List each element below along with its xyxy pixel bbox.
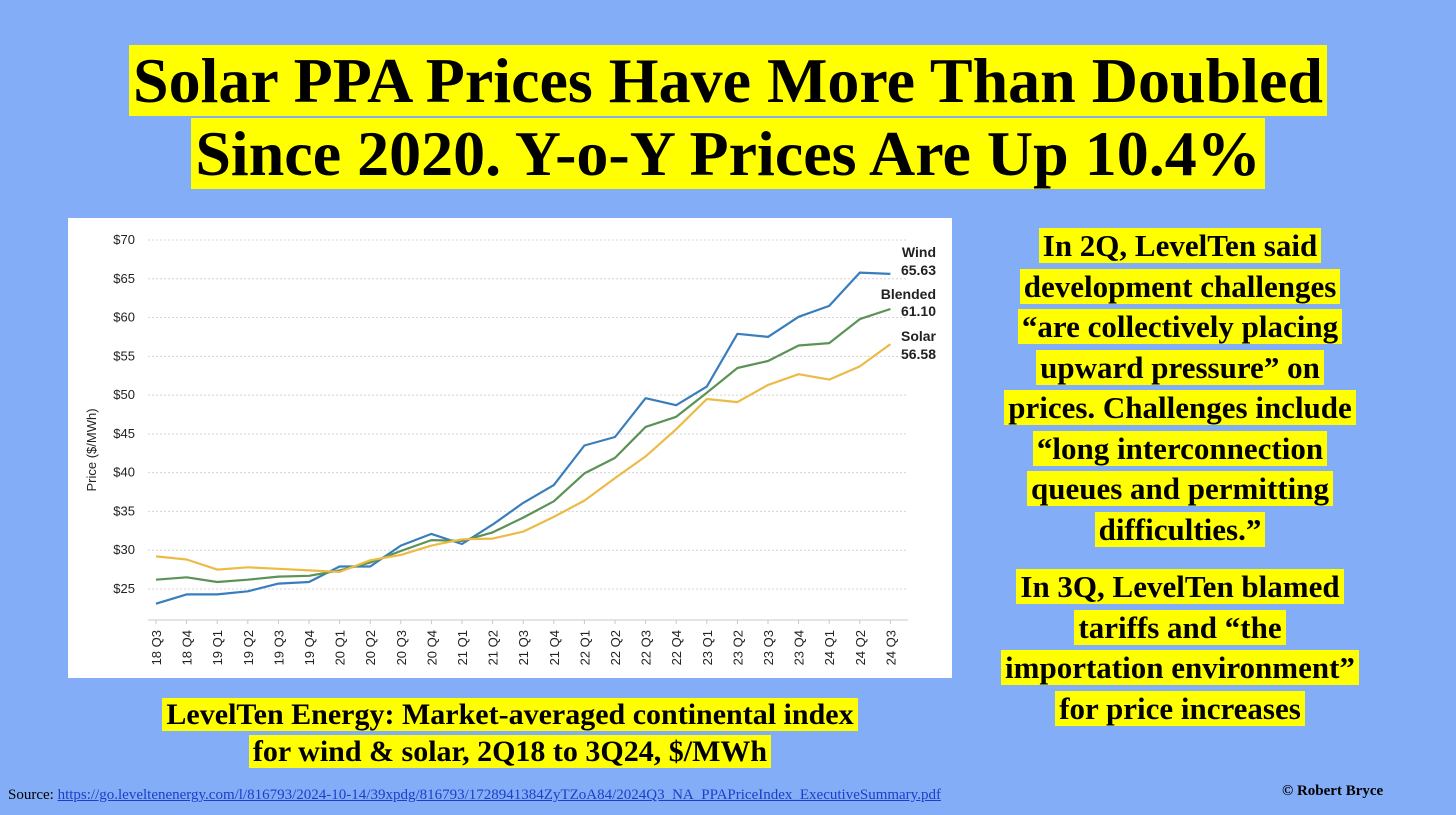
x-tick-label: 19 Q4 [302, 630, 317, 665]
title-line-1: Solar PPA Prices Have More Than Doubled [129, 45, 1327, 116]
x-tick-label: 24 Q1 [822, 630, 837, 665]
y-tick-label: $35 [113, 503, 135, 518]
commentary-paragraph-3q: In 3Q, LevelTen blamed tariffs and “the im… [984, 567, 1376, 729]
copyright-notice: © Robert Bryce [1282, 783, 1384, 799]
x-axis-ticks: 18 Q3 18 Q4 19 Q1 19 Q2 19 Q3 19 Q4 20 Q1 20 Q2… [149, 620, 898, 665]
x-tick-label: 20 Q1 [333, 630, 348, 665]
line-chart: $25$30$35$40$45$50$55$60$65$70 18 Q3 18 Q… [84, 232, 937, 665]
commentary-2q-line: difficulties.” [1094, 511, 1266, 547]
y-tick-label: $60 [113, 310, 135, 325]
x-tick-label: 23 Q3 [761, 630, 776, 665]
y-axis-label: Price ($/MWh) [84, 408, 99, 491]
x-tick-label: 18 Q3 [149, 630, 164, 665]
y-axis-ticks: $25 $30 $35 $40 $45 $50 $55 $60 $65 $70 [113, 232, 135, 596]
commentary-paragraph-2q: In 2Q, LevelTen said development challeng… [984, 226, 1376, 550]
chart-panel: $25 $30 $35 $40 $45 $50 $55 $60 $65 $70 18 Q3 18 Q… [68, 218, 952, 678]
x-tick-label: 19 Q2 [241, 630, 256, 665]
series-line-blended [155, 307, 891, 584]
y-tick-label: $30 [113, 542, 135, 557]
commentary-2q-line: queues and permitting [1027, 471, 1333, 506]
x-tick-label: 18 Q4 [180, 630, 195, 665]
x-tick-label: 22 Q2 [608, 630, 623, 665]
source-separator: : [49, 787, 58, 803]
series-name-label: Blended [881, 286, 936, 302]
commentary-2q-line: prices. Challenges include [1004, 390, 1356, 425]
commentary-2q-line: “are collectively placing [1017, 309, 1343, 344]
x-tick-label: 24 Q3 [883, 630, 898, 665]
y-tick-label: $40 [113, 465, 135, 480]
title-line-2: Since 2020. Y-o-Y Prices Are Up 10.4% [191, 118, 1265, 189]
x-tick-label: 23 Q2 [730, 630, 745, 665]
x-tick-label: 20 Q3 [394, 630, 409, 665]
commentary-panel: In 2Q, LevelTen said development challeng… [984, 226, 1376, 729]
x-tick-label: 19 Q1 [210, 630, 225, 665]
x-tick-label: 23 Q4 [792, 630, 807, 665]
commentary-2q-line: “long interconnection [1032, 430, 1328, 466]
x-tick-label: 22 Q1 [577, 630, 592, 665]
x-tick-label: 21 Q2 [486, 630, 501, 665]
series-line-wind [155, 271, 891, 605]
x-tick-label: 21 Q1 [455, 630, 470, 665]
x-tick-label: 21 Q4 [547, 630, 562, 665]
source-note: Source: https://go.leveltenenergy.com/l/… [8, 787, 941, 804]
y-tick-label: $65 [113, 271, 135, 286]
page-title: Solar PPA Prices Have More Than Doubled … [0, 44, 1456, 190]
commentary-3q-line: importation environment” [1001, 650, 1359, 685]
x-tick-label: 19 Q3 [271, 630, 286, 665]
series-end-value: 65.63 [901, 262, 936, 278]
y-tick-label: $50 [113, 387, 135, 402]
series-end-value: 56.58 [901, 346, 936, 362]
series-name-label: Wind [902, 244, 936, 260]
x-tick-label: 23 Q1 [700, 630, 715, 665]
chart-series [155, 271, 892, 605]
series-line-solar [155, 343, 892, 573]
commentary-3q-line: In 3Q, LevelTen blamed [1016, 569, 1344, 604]
series-end-value: 61.10 [901, 303, 936, 319]
x-tick-label: 22 Q3 [639, 630, 654, 665]
caption-line-2: for wind & solar, 2Q18 to 3Q24, $/MWh [248, 735, 772, 768]
y-tick-label: $45 [113, 426, 135, 441]
y-tick-label: $55 [113, 348, 135, 363]
source-label: Source [8, 787, 50, 803]
chart-caption: LevelTen Energy: Market-averaged contine… [80, 696, 940, 770]
chart-gridlines [148, 239, 908, 590]
y-tick-label: $70 [113, 232, 135, 247]
commentary-2q-line: development challenges [1019, 268, 1341, 304]
commentary-2q-line: In 2Q, LevelTen said [1038, 228, 1322, 263]
caption-line-1: LevelTen Energy: Market-averaged contine… [162, 698, 858, 731]
x-tick-label: 24 Q2 [853, 630, 868, 665]
y-tick-label: $25 [113, 581, 135, 596]
x-tick-label: 21 Q3 [516, 630, 531, 665]
x-tick-label: 20 Q2 [363, 630, 378, 665]
commentary-2q-line: upward pressure” on [1036, 349, 1324, 385]
source-link[interactable]: https://go.leveltenenergy.com/l/816793/2… [57, 787, 941, 803]
x-tick-label: 20 Q4 [424, 630, 439, 665]
series-name-label: Solar [901, 328, 937, 344]
commentary-3q-line: for price increases [1055, 690, 1305, 726]
caption-line-1-text: LevelTen Energy: Market-averaged contine… [166, 698, 854, 731]
x-tick-label: 22 Q4 [669, 630, 684, 665]
commentary-3q-line: tariffs and “the [1074, 609, 1286, 645]
